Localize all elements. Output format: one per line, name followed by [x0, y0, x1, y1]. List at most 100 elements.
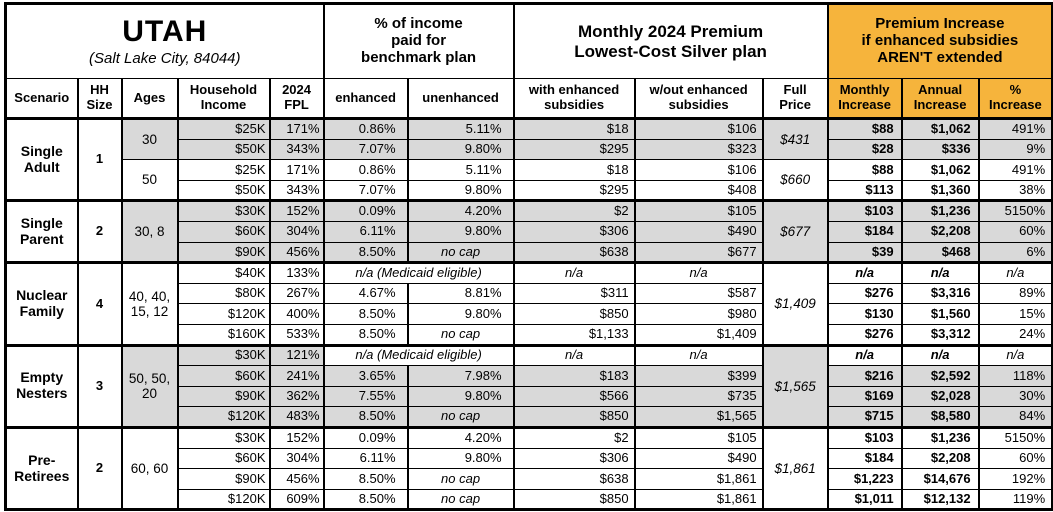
table-row: $60K 304% 6.11% 9.80% $306 $490 $184 $2,…	[6, 447, 1053, 470]
premium-without-subsidies-cell: $323	[633, 138, 764, 161]
unenhanced-pct-cell: 4.20%	[406, 425, 515, 449]
col-header-without-subsidies: w/out enhanced subsidies	[633, 78, 764, 120]
pct-increase-cell: 24%	[977, 323, 1053, 346]
enhanced-pct-cell: 8.50%	[322, 406, 409, 428]
full-price-cell: $1,409	[761, 261, 829, 346]
monthly-increase-cell: $1,223	[826, 468, 903, 490]
fpl-cell: 241%	[268, 365, 325, 387]
premium-with-subsidies-cell: n/a	[512, 261, 636, 284]
enhanced-pct-cell: 3.65%	[322, 365, 409, 387]
enhanced-pct-cell: 8.50%	[322, 323, 409, 346]
pct-increase-cell: 9%	[977, 138, 1053, 161]
premium-without-subsidies-cell: $490	[633, 447, 764, 470]
enhanced-pct-cell: 8.50%	[322, 303, 409, 325]
table-row: Single Adult 1 30 $25K 171% 0.86% 5.11% …	[4, 116, 1053, 202]
premium-without-subsidies-cell: $1,861	[633, 488, 764, 511]
fpl-cell: 152%	[268, 425, 325, 449]
table-row: Pre- Retirees 2 60, 60 $30K 152% 0.09% 4…	[4, 425, 1053, 511]
annual-increase-cell: $1,236	[900, 199, 980, 222]
unenhanced-pct-cell: no cap	[406, 406, 515, 428]
column-header-row: Scenario HH Size Ages Household Income 2…	[4, 78, 1053, 120]
enhanced-pct-cell: 8.50%	[322, 468, 409, 490]
premium-without-subsidies-cell: $1,565	[633, 406, 764, 428]
hh-size-cell: 2	[76, 425, 123, 511]
annual-increase-cell: $2,208	[900, 447, 980, 470]
group-header-row: UTAH (Salt Lake City, 84044) % of income…	[4, 3, 1053, 79]
benchmark-group-header: % of income paid for benchmark plan	[322, 3, 515, 79]
pct-increase-cell: 60%	[977, 220, 1053, 243]
monthly-increase-cell: $276	[826, 323, 903, 346]
table-row: $50K 343% 7.07% 9.80% $295 $323 $28 $336…	[6, 138, 1053, 161]
col-header-with-subsidies: with enhanced subsidies	[512, 78, 636, 120]
monthly-increase-cell: $130	[826, 303, 903, 325]
ages-cell: 50	[120, 159, 179, 202]
col-header-fpl: 2024 FPL	[268, 78, 325, 120]
table-row: Single Parent 2 30, 8 $30K 152% 0.09% 4.…	[4, 199, 1053, 264]
unenhanced-pct-cell: 9.80%	[406, 220, 515, 243]
income-cell: $40K	[176, 261, 271, 284]
hh-size-cell: 1	[76, 116, 123, 202]
unenhanced-pct-cell: 9.80%	[406, 447, 515, 470]
col-header-hh-size: HH Size	[76, 78, 123, 120]
fpl-cell: 121%	[268, 343, 325, 367]
income-cell: $120K	[176, 406, 271, 428]
unenhanced-pct-cell: 9.80%	[406, 138, 515, 161]
premium-with-subsidies-cell: n/a	[512, 343, 636, 367]
enhanced-pct-cell: 6.11%	[322, 447, 409, 470]
monthly-increase-cell: $88	[826, 117, 903, 140]
full-price-cell: $431	[761, 116, 829, 161]
pct-increase-cell: 5150%	[977, 199, 1053, 222]
col-header-enhanced: enhanced	[322, 78, 409, 120]
income-cell: $160K	[176, 323, 271, 346]
monthly-increase-cell: $113	[826, 179, 903, 202]
annual-increase-cell: $2,028	[900, 385, 980, 408]
income-cell: $90K	[176, 468, 271, 490]
fpl-cell: 343%	[268, 179, 325, 202]
enhanced-pct-cell: 0.86%	[322, 117, 409, 140]
enhanced-pct-cell: 8.50%	[322, 241, 409, 264]
full-price-cell: $660	[761, 159, 829, 202]
enhanced-pct-cell: 7.55%	[322, 385, 409, 408]
full-price-cell: $1,565	[761, 343, 829, 428]
col-header-annual-increase: Annual Increase	[900, 78, 980, 120]
premium-without-subsidies-cell: $677	[633, 241, 764, 264]
scenario-cell: Nuclear Family	[4, 261, 79, 346]
pct-increase-cell: n/a	[977, 343, 1053, 367]
premium-without-subsidies-cell: $1,409	[633, 323, 764, 346]
pct-increase-cell: 119%	[977, 488, 1053, 511]
col-header-scenario: Scenario	[4, 78, 79, 120]
premium-without-subsidies-cell: $1,861	[633, 468, 764, 490]
monthly-increase-cell: $715	[826, 406, 903, 428]
fpl-cell: 133%	[268, 261, 325, 284]
table-row: Nuclear Family 4 40, 40, 15, 12 $40K 133…	[4, 261, 1053, 346]
income-cell: $30K	[176, 199, 271, 222]
enhanced-pct-cell: 8.50%	[322, 488, 409, 511]
premium-without-subsidies-cell: $735	[633, 385, 764, 408]
enhanced-pct-cell: 7.07%	[322, 138, 409, 161]
monthly-increase-cell: $28	[826, 138, 903, 161]
hh-size-cell: 3	[76, 343, 123, 428]
fpl-cell: 533%	[268, 323, 325, 346]
premium-with-subsidies-cell: $183	[512, 365, 636, 387]
income-cell: $60K	[176, 220, 271, 243]
ages-cell: 50, 50, 20	[120, 343, 179, 428]
hh-size-cell: 4	[76, 261, 123, 346]
premium-with-subsidies-cell: $850	[512, 303, 636, 325]
unenhanced-pct-cell: 4.20%	[406, 199, 515, 222]
monthly-increase-cell: n/a	[826, 343, 903, 367]
income-cell: $25K	[176, 117, 271, 140]
pct-increase-cell: 6%	[977, 241, 1053, 264]
table-row: $160K 533% 8.50% no cap $1,133 $1,409 $2…	[6, 323, 1053, 346]
monthly-increase-cell: $184	[826, 447, 903, 470]
income-cell: $30K	[176, 425, 271, 449]
annual-increase-cell: $8,580	[900, 406, 980, 428]
premium-without-subsidies-cell: $587	[633, 282, 764, 305]
premium-without-subsidies-cell: $106	[633, 159, 764, 181]
premium-with-subsidies-cell: $311	[512, 282, 636, 305]
pct-increase-cell: 118%	[977, 365, 1053, 387]
enhanced-pct-cell: 0.09%	[322, 425, 409, 449]
premium-without-subsidies-cell: $105	[633, 425, 764, 449]
fpl-cell: 456%	[268, 241, 325, 264]
fpl-cell: 267%	[268, 282, 325, 305]
hh-size-cell: 2	[76, 199, 123, 264]
